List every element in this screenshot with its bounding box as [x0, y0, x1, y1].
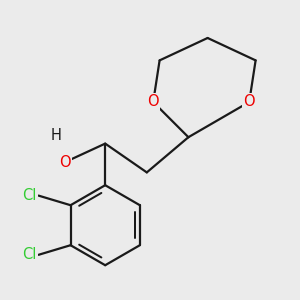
Text: H: H	[50, 128, 61, 143]
Text: O: O	[243, 94, 255, 110]
Text: O: O	[147, 94, 159, 110]
Text: Cl: Cl	[22, 247, 37, 262]
Text: Cl: Cl	[22, 188, 37, 203]
Text: O: O	[59, 155, 71, 170]
